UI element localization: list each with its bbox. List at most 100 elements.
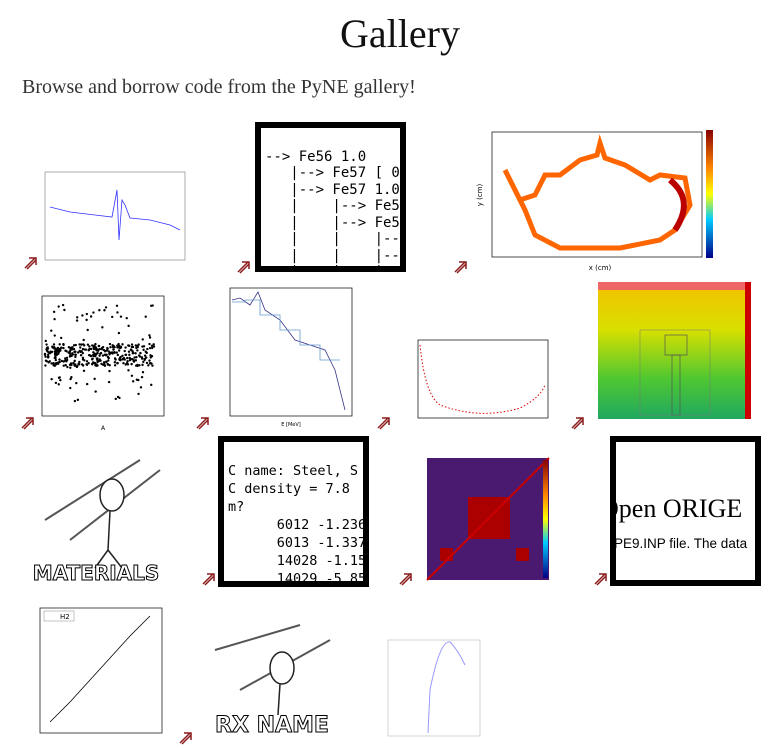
dot (135, 356, 138, 359)
code-thumbnail[interactable]: --> Fe56 1.0 |--> Fe57 [ 0. |--> Fe57 1.… (255, 122, 406, 272)
link-icon[interactable] (454, 261, 467, 274)
dot (98, 354, 101, 357)
dot (56, 346, 60, 350)
dot (43, 352, 47, 356)
link-icon[interactable] (571, 417, 584, 430)
dot (61, 303, 65, 307)
dot (81, 314, 84, 317)
dot (47, 361, 50, 364)
thumbnail[interactable] (387, 639, 481, 737)
page-title: Gallery (340, 11, 460, 56)
dot (86, 343, 90, 346)
dot (64, 359, 67, 362)
dot (143, 354, 147, 357)
code-thumbnail[interactable]: C name: Steel, S C density = 7.8 m? 6012 -… (218, 436, 369, 587)
dot (92, 346, 95, 350)
dot (58, 343, 61, 346)
dot (100, 362, 103, 366)
dot (54, 358, 57, 362)
dot (78, 343, 81, 346)
thumbnail[interactable] (44, 171, 186, 261)
dot (121, 354, 124, 357)
dot (69, 362, 73, 366)
link-icon[interactable] (237, 261, 250, 274)
dot (73, 359, 76, 363)
dot (66, 365, 69, 369)
dot (80, 343, 83, 346)
dot (150, 383, 153, 387)
thumbnail[interactable]: H2 (39, 607, 163, 734)
code-line: | |--> Fe56 (265, 214, 406, 231)
meme[interactable]: RX NAME (215, 624, 331, 739)
axis-label: E [MeV] (281, 422, 301, 428)
code-line: 14028 -1.15 (228, 553, 367, 569)
dot (141, 370, 145, 374)
dot (101, 326, 104, 329)
dot (91, 344, 94, 347)
link-icon[interactable] (399, 573, 412, 586)
dot (118, 358, 121, 362)
code-line: | | |--> F (290, 231, 406, 247)
thumbnail[interactable] (426, 457, 550, 581)
dot (112, 348, 115, 351)
meme[interactable]: MATERIALS (32, 459, 161, 586)
dot (106, 346, 109, 350)
dot (150, 344, 154, 348)
dot (143, 358, 146, 362)
thumbnail[interactable] (598, 282, 751, 419)
dot (53, 353, 57, 357)
link-icon[interactable] (594, 573, 607, 586)
dot (146, 347, 149, 351)
dot (94, 342, 97, 346)
dot (150, 304, 153, 307)
code-line: C density = 7.8 (228, 481, 350, 497)
thumbnail[interactable] (417, 339, 549, 419)
dot (76, 316, 79, 319)
thumbnail[interactable]: E [MeV] (229, 287, 353, 428)
dot (130, 362, 133, 366)
dot (125, 316, 128, 320)
link-icon[interactable] (196, 417, 209, 430)
dot (113, 364, 117, 367)
dot (148, 359, 151, 362)
link-icon[interactable] (179, 732, 192, 745)
link-icon[interactable] (377, 417, 390, 430)
link-icon[interactable] (24, 257, 37, 270)
dot (57, 305, 60, 308)
dot (139, 386, 143, 389)
dot (85, 360, 89, 363)
dot (59, 336, 63, 340)
dot (134, 352, 137, 355)
dot (90, 358, 94, 361)
dot (92, 351, 95, 354)
dot (139, 351, 142, 355)
dot (53, 317, 56, 321)
dot (148, 334, 151, 337)
dot (86, 328, 89, 332)
dot (99, 351, 103, 355)
dot (51, 345, 54, 348)
dot (151, 364, 154, 367)
dot (140, 375, 144, 379)
text-thumbnail[interactable]: Open ORIGE PE9.INP file. The data (610, 436, 761, 586)
link-icon[interactable] (202, 573, 215, 586)
dot (138, 364, 141, 367)
thumbnail[interactable]: x (cm) y (cm) (476, 130, 713, 272)
dot (62, 364, 65, 367)
dot (124, 363, 127, 366)
dot (79, 354, 83, 357)
dot (119, 355, 122, 359)
dot (132, 359, 135, 363)
dot (131, 352, 135, 355)
axis-label: A (101, 425, 106, 432)
dot (102, 348, 106, 352)
dot (68, 352, 72, 355)
link-icon[interactable] (21, 417, 34, 430)
dot (116, 362, 119, 365)
dot (69, 354, 72, 357)
dot (124, 353, 128, 357)
thumbnail[interactable]: A (41, 295, 165, 432)
dot (108, 342, 112, 346)
dot (145, 356, 148, 359)
